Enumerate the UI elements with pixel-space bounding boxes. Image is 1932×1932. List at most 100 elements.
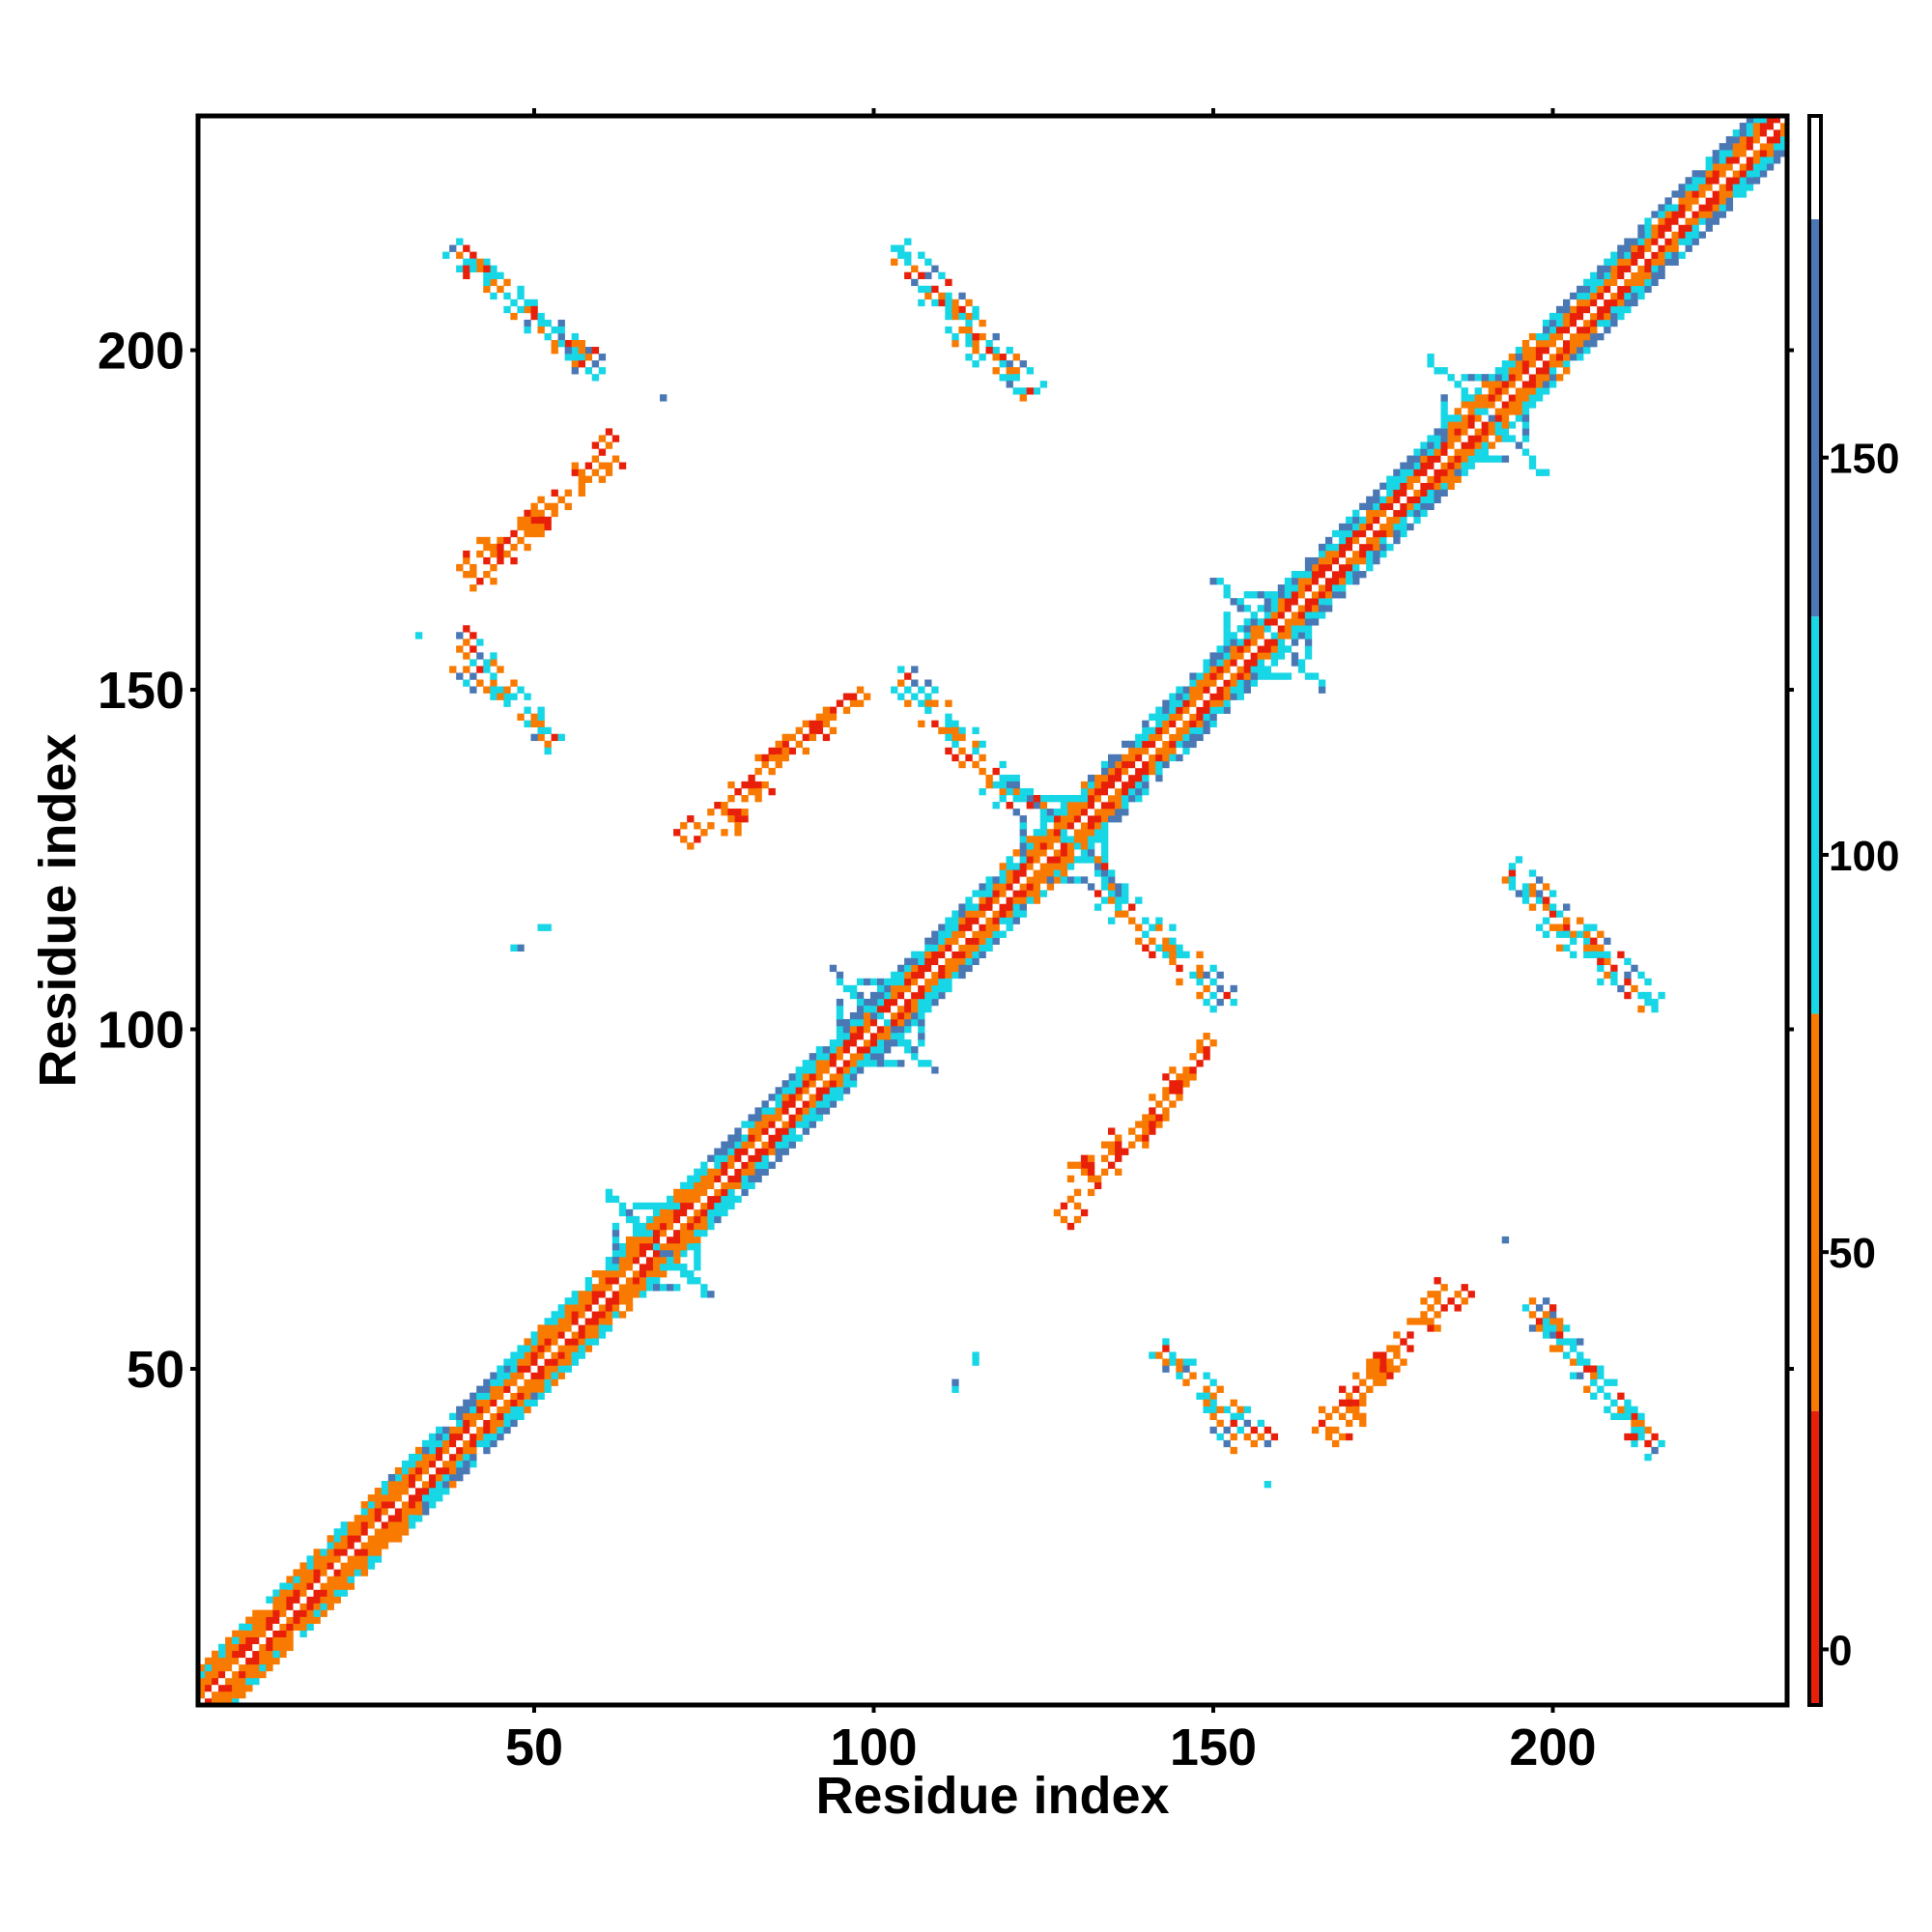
heatmap-cell — [1413, 475, 1421, 483]
heatmap-cell — [727, 1134, 735, 1142]
heatmap-cell — [897, 998, 905, 1007]
heatmap-cell — [530, 312, 538, 321]
heatmap-cell — [1142, 720, 1150, 727]
heatmap-cell — [1631, 1439, 1638, 1448]
heatmap-cell — [429, 1466, 437, 1475]
heatmap-cell — [1162, 740, 1170, 749]
heatmap-cell — [537, 529, 545, 538]
heatmap-cell — [952, 726, 959, 735]
heatmap-cell — [510, 1358, 518, 1366]
heatmap-cell — [1209, 978, 1217, 986]
heatmap-cell — [1155, 767, 1163, 776]
heatmap-cell — [1155, 1121, 1163, 1128]
heatmap-cell — [1454, 448, 1462, 456]
heatmap-cell — [1100, 1168, 1109, 1176]
heatmap-cell — [456, 1433, 464, 1441]
colorbar-tick-label: 150 — [1829, 436, 1899, 483]
heatmap-cell — [856, 1033, 865, 1040]
heatmap-cell — [591, 347, 600, 355]
heatmap-cell — [680, 836, 688, 843]
heatmap-cell — [367, 1548, 376, 1556]
heatmap-cell — [1739, 143, 1747, 151]
heatmap-cell — [1379, 523, 1387, 531]
heatmap-cell — [876, 1018, 885, 1027]
heatmap-cell — [1277, 611, 1286, 619]
heatmap-cell — [999, 883, 1007, 891]
heatmap-cell — [897, 244, 905, 252]
heatmap-cell — [1087, 809, 1095, 816]
heatmap-cell — [1691, 217, 1699, 225]
heatmap-cell — [1176, 713, 1183, 721]
heatmap-cell — [768, 753, 776, 762]
heatmap-cell — [734, 1127, 742, 1135]
heatmap-cell — [1087, 856, 1095, 864]
heatmap-cell — [768, 1161, 776, 1169]
heatmap-cell — [1521, 408, 1530, 415]
heatmap-cell — [1583, 305, 1591, 314]
heatmap-cell — [1284, 611, 1293, 619]
heatmap-cell — [497, 1406, 504, 1414]
heatmap-cell — [239, 1670, 246, 1679]
heatmap-cell — [1046, 794, 1055, 803]
heatmap-cell — [1779, 129, 1788, 137]
heatmap-cell — [645, 1242, 654, 1251]
heatmap-cell — [1515, 414, 1523, 422]
heatmap-cell — [320, 1582, 327, 1590]
heatmap-cell — [687, 1208, 695, 1217]
heatmap-cell — [1006, 896, 1013, 904]
heatmap-cell — [490, 1406, 497, 1414]
heatmap-cell — [1203, 720, 1210, 727]
heatmap-cell — [1366, 516, 1374, 525]
heatmap-cell — [972, 917, 980, 924]
heatmap-cell — [551, 1365, 558, 1373]
heatmap-cell — [1135, 937, 1143, 945]
heatmap-cell — [1577, 339, 1584, 348]
heatmap-cell — [497, 666, 504, 673]
heatmap-cell — [524, 1358, 531, 1366]
heatmap-cell — [476, 1385, 484, 1393]
heatmap-cell — [815, 1080, 824, 1088]
heatmap-cell — [483, 686, 491, 694]
heatmap-cell — [1100, 815, 1109, 823]
heatmap-cell — [1590, 339, 1598, 348]
heatmap-cell — [667, 1208, 674, 1217]
heatmap-cell — [863, 1018, 871, 1027]
heatmap-cell — [1108, 896, 1116, 904]
heatmap-cell — [1631, 298, 1638, 307]
heatmap-cell — [1373, 523, 1380, 531]
heatmap-cell — [1339, 578, 1347, 585]
heatmap-cell — [1053, 822, 1062, 830]
heatmap-cell — [842, 1066, 851, 1074]
heatmap-cell — [822, 1080, 831, 1088]
heatmap-cell — [1196, 1046, 1204, 1054]
heatmap-cell — [1671, 190, 1679, 198]
heatmap-cell — [1685, 211, 1692, 218]
heatmap-cell — [1203, 1046, 1210, 1054]
heatmap-cell — [476, 265, 484, 272]
heatmap-cell — [374, 1515, 383, 1522]
heatmap-cell — [754, 1114, 762, 1122]
heatmap-cell — [1223, 991, 1231, 1000]
heatmap-cell — [775, 1148, 782, 1155]
heatmap-cell — [645, 1215, 654, 1224]
heatmap-cell — [918, 1011, 925, 1020]
heatmap-cell — [1494, 414, 1503, 422]
heatmap-cell — [544, 1385, 552, 1393]
heatmap-cell — [1026, 876, 1034, 884]
heatmap-cell — [1155, 726, 1163, 735]
heatmap-cell — [1006, 903, 1013, 911]
heatmap-cell — [367, 1515, 376, 1522]
heatmap-cell — [1250, 645, 1258, 653]
heatmap-cell — [1521, 394, 1530, 402]
heatmap-cell — [1257, 632, 1264, 639]
heatmap-cell — [306, 1576, 314, 1583]
heatmap-cell — [952, 971, 959, 980]
heatmap-cell — [537, 1351, 545, 1359]
heatmap-cell — [1304, 556, 1313, 565]
heatmap-cell — [1012, 883, 1020, 891]
heatmap-cell — [1624, 265, 1632, 272]
heatmap-cell — [945, 957, 952, 966]
heatmap-cell — [1604, 265, 1611, 272]
heatmap-cell — [483, 1426, 491, 1435]
